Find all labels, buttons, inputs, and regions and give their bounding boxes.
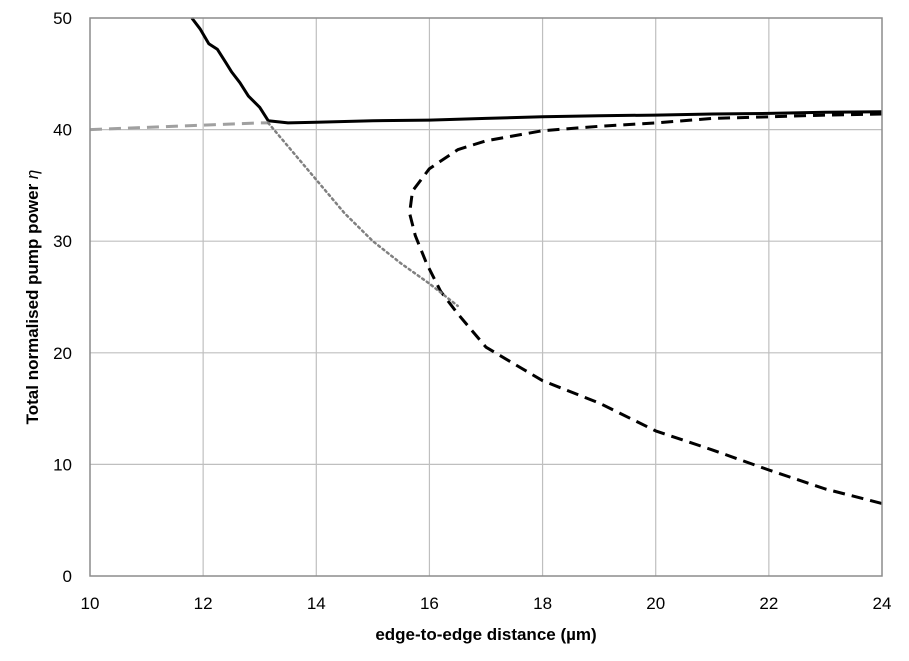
plot-background [90, 18, 882, 576]
y-tick-label: 50 [53, 9, 72, 28]
x-tick-label: 10 [81, 594, 100, 613]
series-line-2 [408, 112, 883, 505]
y-tick-label: 30 [53, 232, 72, 251]
series-line-4 [266, 121, 459, 308]
y-axis-title: Total normalised pump power η [23, 170, 42, 425]
x-tick-label: 12 [194, 594, 213, 613]
y-axis-title-symbol: η [23, 170, 42, 179]
x-tick-label: 24 [873, 594, 892, 613]
plot-frame [89, 17, 883, 577]
y-tick-labels: 0 10 20 30 40 50 [53, 9, 72, 586]
series-line-3 [89, 121, 269, 132]
x-tick-label: 18 [533, 594, 552, 613]
data-series [89, 17, 883, 505]
x-axis-title: edge-to-edge distance (µm) [375, 625, 596, 644]
y-axis-title-text: Total normalised pump power [23, 179, 42, 424]
y-tick-label: 40 [53, 121, 72, 140]
x-tick-label: 16 [420, 594, 439, 613]
y-tick-label: 10 [53, 455, 72, 474]
y-tick-label: 20 [53, 344, 72, 363]
x-tick-label: 20 [646, 594, 665, 613]
y-tick-label: 0 [63, 567, 72, 586]
grid-lines [90, 18, 882, 576]
x-tick-label: 14 [307, 594, 326, 613]
x-tick-labels: 10 12 14 16 18 20 22 24 [81, 594, 892, 613]
x-tick-label: 22 [759, 594, 778, 613]
series-line-1 [190, 17, 883, 125]
